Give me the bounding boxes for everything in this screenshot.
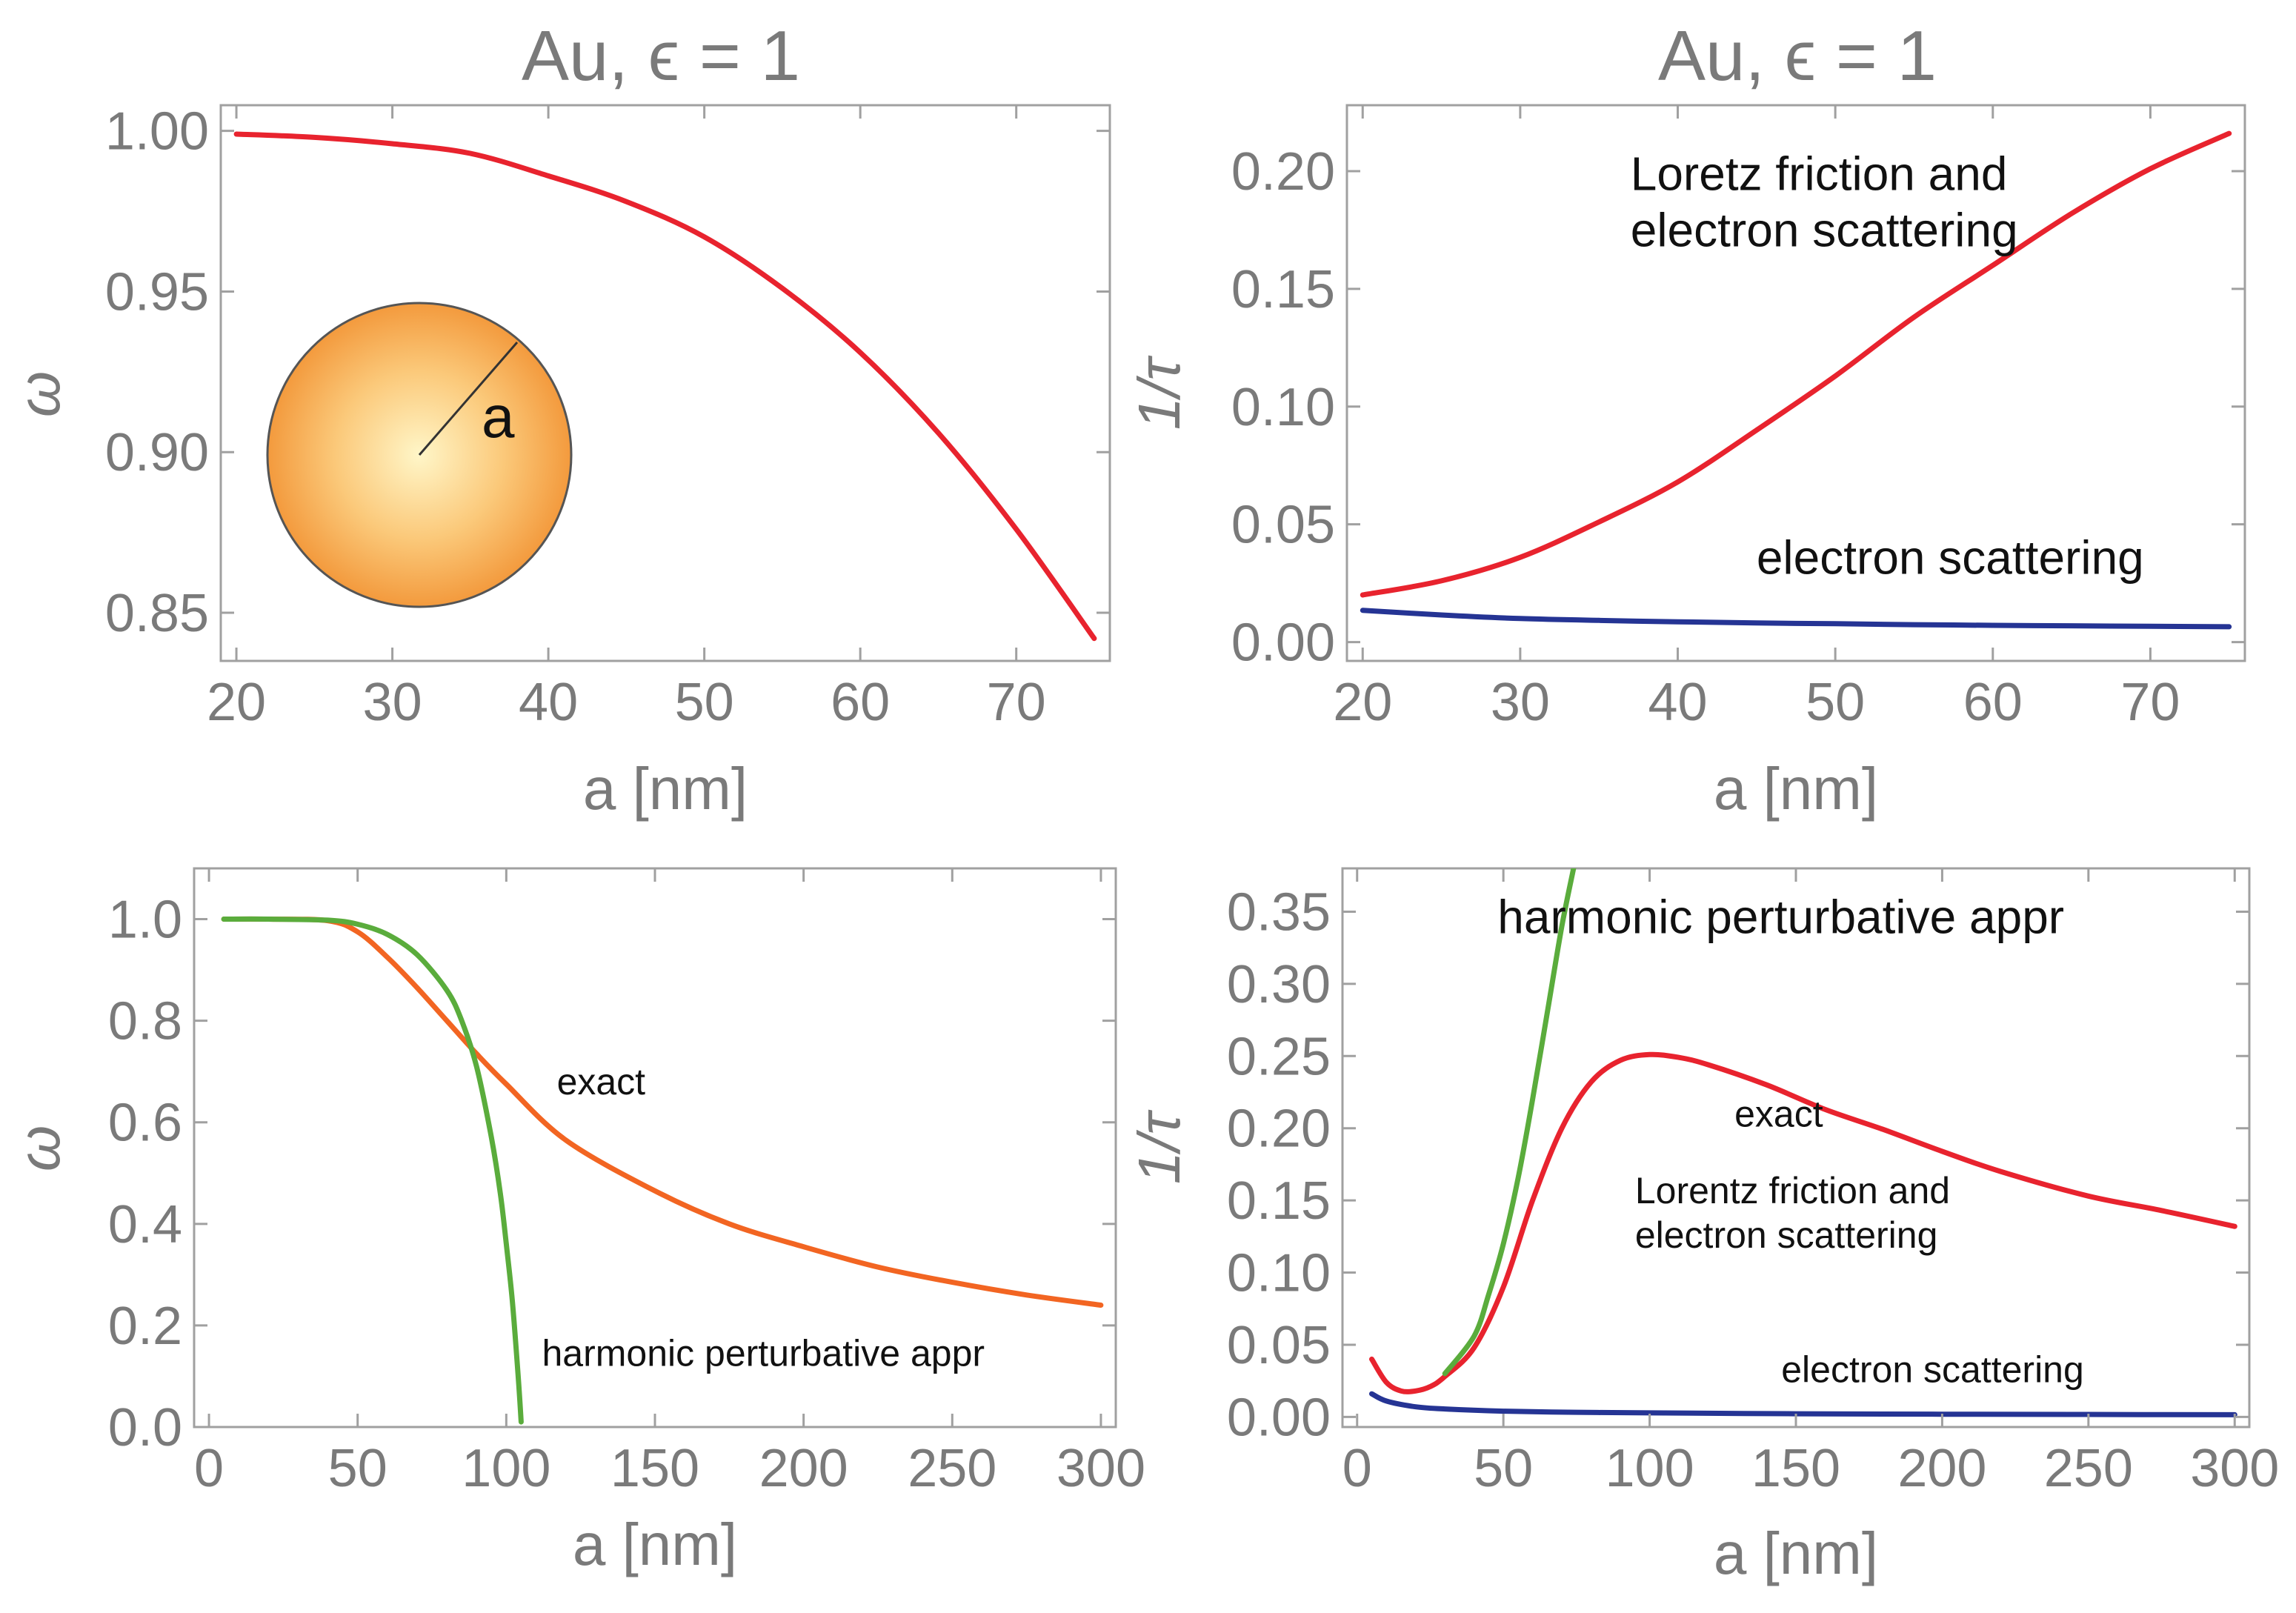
plot-frame [1345,104,2246,662]
y-axis-label: 1/τ [1126,1109,1192,1185]
x-axis-label: a [nm] [573,1511,737,1577]
y-tick-label: 0.15 [1227,1171,1331,1231]
annotation-label: harmonic perturbative appr [1497,891,2064,944]
series-line-exact-lorentz-friction-and-electron-scattering [1369,1051,2237,1394]
x-tick-label: 150 [1751,1439,1840,1498]
y-tick-label: 0.05 [1231,496,1335,555]
inset-sphere: a [266,302,573,608]
y-tick-label: 0.85 [105,584,209,643]
series-line-harmonic-perturbative-appr [1442,868,1577,1377]
y-tick-label: 0.00 [1227,1388,1331,1447]
x-tick-label: 250 [2044,1439,2133,1498]
x-tick-label: 40 [519,673,578,732]
annotation-label: Loretz friction and [1631,147,2008,200]
annotation-label: exact [1734,1094,1823,1135]
y-tick-label: 0.20 [1231,142,1335,202]
series-line-electron-scattering [1360,608,2232,630]
annotation-label: electron scattering [1757,531,2144,584]
plot-frame [219,104,1111,662]
x-tick-label: 70 [987,673,1046,732]
x-tick-label: 100 [1605,1439,1694,1498]
panel-top-left: Au, ϵ = 1 a 20 30 40 50 60 70 0.85 0.90 0.95 1.0… [6,16,1111,822]
y-tick-label: 0.20 [1227,1100,1331,1159]
y-tick-label: 0.95 [105,262,209,322]
annotation-label: Lorentz friction and [1635,1170,1950,1211]
radius-line [418,342,519,456]
x-tick-label: 50 [1474,1439,1533,1498]
y-tick-label: 0.00 [1231,613,1335,673]
y-tick-label: 0.15 [1231,260,1335,319]
series-line-exact [233,131,1097,642]
annotation-label: electron scattering [1631,203,2018,256]
x-tick-label: 20 [207,673,266,732]
x-tick-label: 100 [462,1439,550,1498]
y-tick-label: 0.25 [1227,1027,1331,1086]
x-tick-label: 0 [194,1439,224,1498]
series-line-harmonic-perturbative-appr [221,916,524,1425]
y-tick-label: 0.4 [108,1195,182,1254]
annotation-label: electron scattering [1781,1349,2084,1391]
y-tick-label: 0.10 [1231,378,1335,437]
x-tick-label: 150 [610,1439,699,1498]
x-tick-label: 70 [2120,673,2180,732]
x-tick-label: 60 [1963,673,2023,732]
x-tick-label: 40 [1648,673,1707,732]
series-line-electron-scattering [1369,1391,2237,1417]
y-axis-label: ω [6,371,72,417]
y-tick-label: 1.0 [108,891,182,950]
panel-bottom-left: exact harmonic perturbative appr 0 50 100 15… [6,867,1145,1577]
x-tick-label: 60 [831,673,890,732]
x-tick-label: 300 [1057,1439,1145,1498]
y-tick-label: 0.8 [108,992,182,1051]
x-tick-label: 30 [1491,673,1550,732]
chart-title: Au, ϵ = 1 [1658,16,1937,96]
x-tick-label: 50 [675,673,734,732]
y-tick-label: 1.00 [105,102,209,162]
x-tick-label: 50 [1806,673,1865,732]
series-line-exact [221,916,1104,1308]
series-line-loretz-friction-and-electron-scattering [1360,130,2232,598]
x-tick-label: 20 [1333,673,1392,732]
x-tick-label: 200 [1897,1439,1986,1498]
chart-title: Au, ϵ = 1 [522,16,800,96]
y-tick-label: 0.35 [1227,882,1331,942]
x-axis-label: a [nm] [1714,756,1878,822]
x-tick-label: 250 [908,1439,996,1498]
x-tick-label: 300 [2190,1439,2279,1498]
y-tick-label: 0.30 [1227,955,1331,1014]
x-tick-label: 30 [363,673,422,732]
x-tick-label: 50 [328,1439,387,1498]
y-tick-label: 0.10 [1227,1244,1331,1303]
y-axis-label: 1/τ [1126,355,1192,430]
y-tick-label: 0.6 [108,1094,182,1153]
radius-label: a [482,384,515,450]
panel-bottom-right: harmonic perturbative appr exact Lorentz f… [1126,867,2279,1586]
y-tick-label: 0.05 [1227,1316,1331,1375]
x-axis-label: a [nm] [583,756,748,822]
y-axis-label: ω [6,1125,72,1171]
x-axis-label: a [nm] [1714,1520,1878,1586]
annotation-label: harmonic perturbative appr [542,1333,985,1374]
x-tick-label: 200 [759,1439,848,1498]
annotation-label: exact [557,1061,646,1103]
annotation-label: electron scattering [1635,1214,1938,1256]
x-tick-label: 0 [1342,1439,1372,1498]
y-tick-label: 0.90 [105,423,209,482]
y-tick-label: 0.2 [108,1297,182,1356]
y-tick-label: 0.0 [108,1398,182,1457]
